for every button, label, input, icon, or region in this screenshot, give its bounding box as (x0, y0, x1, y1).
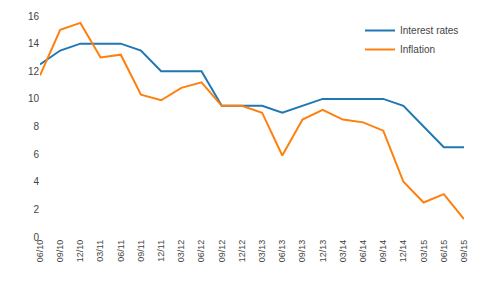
svg-text:09/10: 09/10 (55, 240, 65, 263)
svg-text:09/13: 09/13 (297, 240, 307, 263)
svg-text:03/14: 03/14 (338, 240, 348, 263)
svg-text:03/11: 03/11 (95, 240, 105, 262)
svg-text:12/12: 12/12 (237, 240, 247, 263)
svg-text:14: 14 (28, 38, 40, 49)
svg-text:10: 10 (28, 93, 40, 104)
svg-text:Inflation: Inflation (400, 44, 435, 55)
svg-text:06/12: 06/12 (196, 240, 206, 263)
svg-text:03/12: 03/12 (176, 240, 186, 263)
svg-text:6: 6 (33, 149, 39, 160)
svg-text:4: 4 (33, 176, 39, 187)
svg-text:03/13: 03/13 (257, 240, 267, 263)
svg-text:06/11: 06/11 (116, 240, 126, 262)
svg-text:06/15: 06/15 (439, 240, 449, 263)
svg-text:09/11: 09/11 (136, 240, 146, 262)
svg-text:09/12: 09/12 (217, 240, 227, 263)
svg-text:12/11: 12/11 (156, 240, 166, 262)
svg-text:09/14: 09/14 (378, 240, 388, 263)
svg-text:16: 16 (28, 11, 40, 22)
svg-text:12: 12 (28, 66, 40, 77)
svg-text:Interest rates: Interest rates (400, 25, 458, 36)
svg-text:8: 8 (33, 121, 39, 132)
svg-text:12/10: 12/10 (75, 240, 85, 263)
svg-text:12/13: 12/13 (318, 240, 328, 263)
svg-text:2: 2 (33, 204, 39, 215)
svg-text:0: 0 (33, 232, 39, 243)
svg-text:06/13: 06/13 (277, 240, 287, 263)
svg-text:03/15: 03/15 (419, 240, 429, 263)
svg-text:06/10: 06/10 (35, 240, 45, 263)
svg-text:06/14: 06/14 (358, 240, 368, 263)
svg-text:12/14: 12/14 (398, 240, 408, 263)
svg-text:09/15: 09/15 (459, 240, 469, 263)
